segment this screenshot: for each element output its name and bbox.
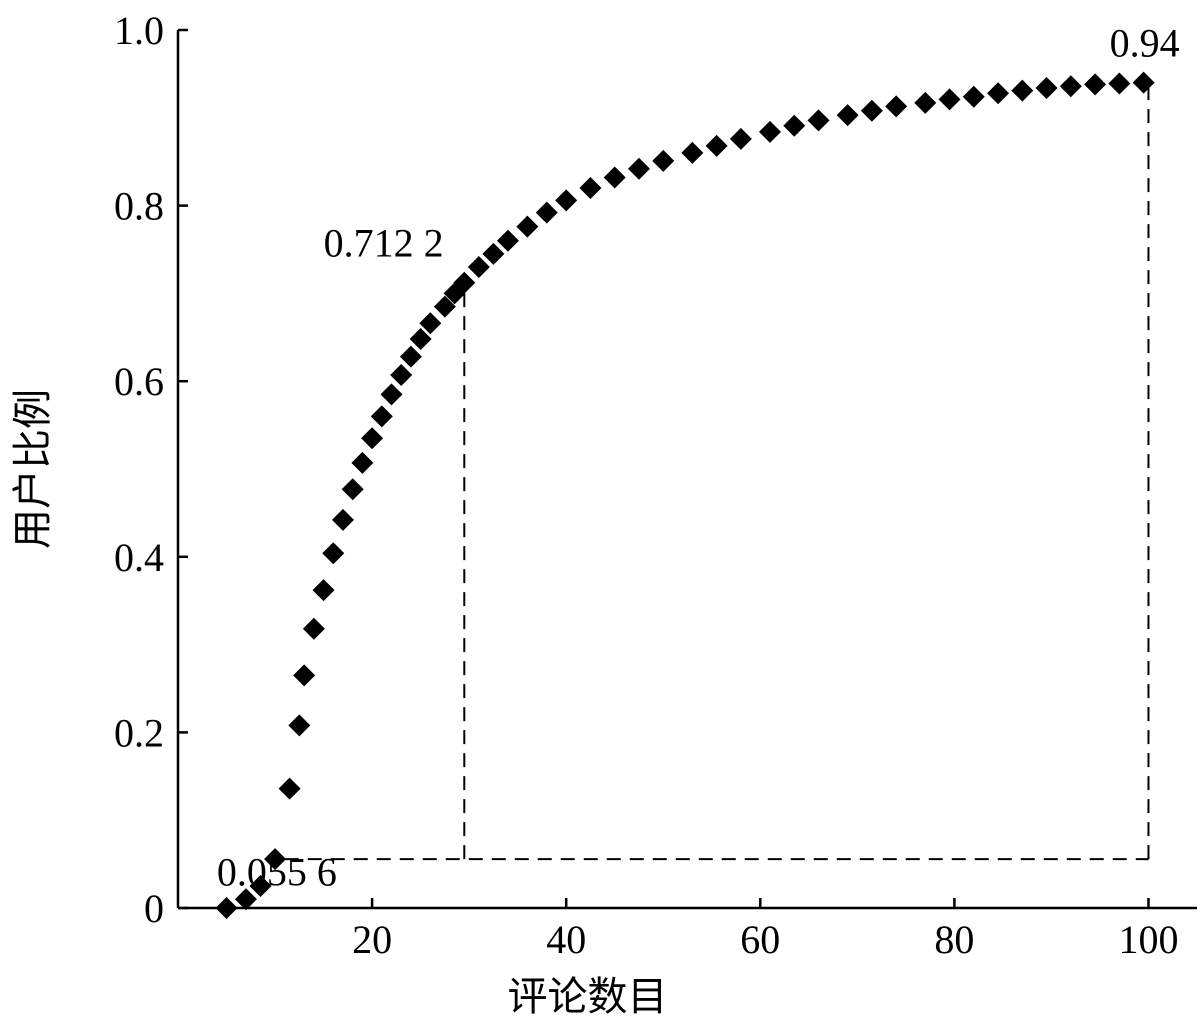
x-tick-label: 40 bbox=[546, 917, 586, 962]
data-point bbox=[962, 85, 985, 108]
value-annotation: 0.94 bbox=[1110, 20, 1180, 65]
data-point bbox=[331, 508, 354, 531]
data-point bbox=[322, 542, 345, 565]
data-point bbox=[579, 177, 602, 200]
data-point bbox=[278, 777, 301, 800]
data-point bbox=[293, 664, 316, 687]
y-tick-label: 0.8 bbox=[114, 184, 164, 229]
data-point bbox=[215, 897, 238, 919]
data-point bbox=[987, 82, 1010, 105]
x-tick-label: 80 bbox=[934, 917, 974, 962]
data-point bbox=[312, 579, 335, 602]
y-tick-label: 0 bbox=[144, 886, 164, 931]
y-axis-title: 用户比例 bbox=[10, 389, 56, 549]
annotations: 0.055 6 0.712 2 0.94 bbox=[217, 20, 1180, 894]
data-point bbox=[729, 127, 752, 150]
y-tick-label: 0.2 bbox=[114, 710, 164, 755]
data-point bbox=[419, 312, 442, 335]
data-point bbox=[652, 149, 675, 172]
data-point bbox=[361, 427, 384, 450]
data-point bbox=[1084, 73, 1107, 96]
axes: 20 40 60 80 100 0 0.2 0.4 0.6 0.8 1.0 bbox=[114, 8, 1197, 962]
value-annotation: 0.055 6 bbox=[217, 850, 337, 895]
x-tick-label: 60 bbox=[740, 917, 780, 962]
data-point bbox=[399, 345, 422, 368]
y-tick-label: 0.4 bbox=[114, 535, 164, 580]
data-point bbox=[370, 405, 393, 428]
data-point bbox=[627, 157, 650, 180]
data-point bbox=[1108, 72, 1131, 95]
data-point bbox=[380, 383, 403, 406]
data-point bbox=[836, 104, 859, 127]
data-point bbox=[433, 295, 456, 318]
data-point bbox=[409, 328, 432, 351]
x-tick-label: 100 bbox=[1118, 917, 1178, 962]
reference-lines bbox=[284, 82, 1150, 861]
data-point bbox=[264, 848, 287, 871]
data-point bbox=[914, 91, 937, 114]
data-points bbox=[215, 71, 1155, 919]
data-point bbox=[302, 617, 325, 640]
data-point bbox=[860, 99, 883, 122]
data-point bbox=[555, 189, 578, 212]
data-point bbox=[681, 141, 704, 164]
data-point bbox=[758, 120, 781, 143]
data-point bbox=[496, 229, 519, 252]
data-point bbox=[453, 271, 476, 294]
data-point bbox=[938, 88, 961, 111]
data-point bbox=[807, 109, 830, 132]
data-point bbox=[351, 451, 374, 474]
data-point bbox=[1011, 79, 1034, 102]
axis-titles: 评论数目 用户比例 bbox=[10, 389, 668, 1019]
data-point bbox=[516, 215, 539, 238]
data-point bbox=[535, 201, 558, 224]
data-point bbox=[288, 714, 311, 737]
value-annotation: 0.712 2 bbox=[324, 220, 444, 265]
data-point bbox=[482, 242, 505, 265]
data-point bbox=[885, 95, 908, 118]
x-axis-title: 评论数目 bbox=[508, 974, 668, 1019]
data-point bbox=[1059, 75, 1082, 98]
data-point bbox=[1035, 76, 1058, 99]
x-tick-label: 20 bbox=[352, 917, 392, 962]
data-point bbox=[341, 478, 364, 501]
y-tick-label: 0.6 bbox=[114, 359, 164, 404]
data-point bbox=[234, 888, 257, 911]
data-point bbox=[390, 364, 413, 387]
data-point bbox=[705, 134, 728, 157]
data-point bbox=[603, 166, 626, 189]
y-tick-label: 1.0 bbox=[114, 8, 164, 53]
data-point bbox=[249, 875, 272, 898]
data-point bbox=[1132, 71, 1155, 94]
data-point bbox=[467, 256, 490, 279]
data-point bbox=[783, 114, 806, 137]
